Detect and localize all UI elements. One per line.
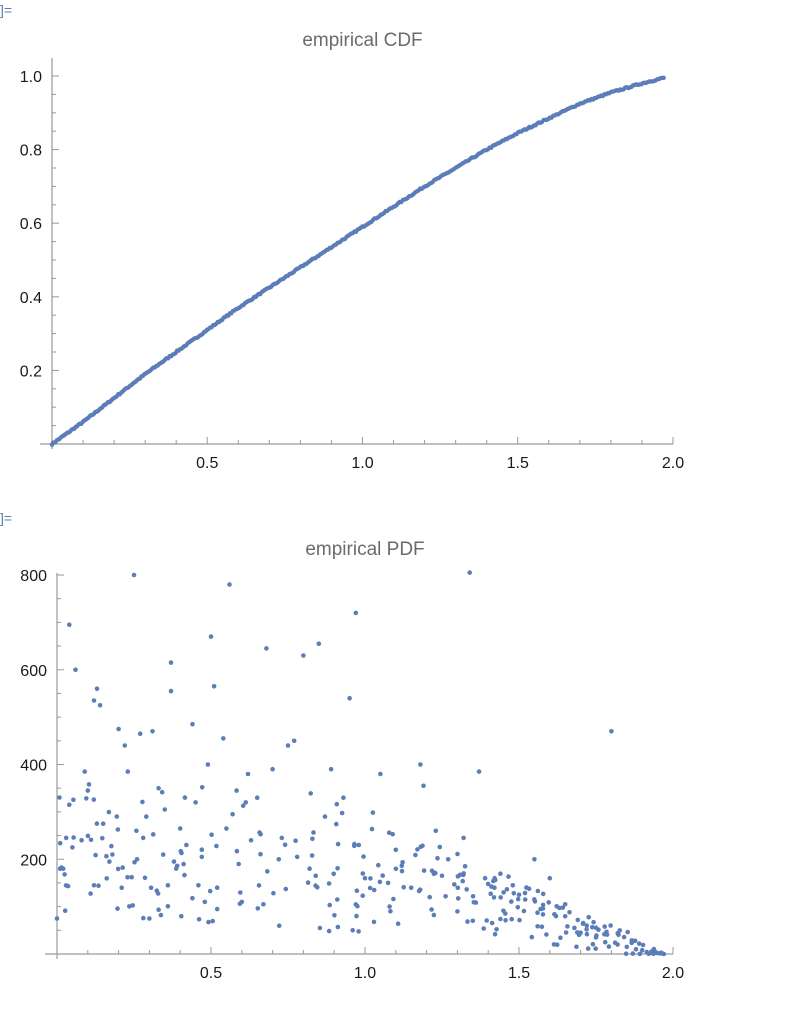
x-tick-label: 0.5: [200, 965, 222, 982]
output-cell-label: ]=: [0, 510, 13, 526]
y-tick-label: 0.8: [20, 143, 42, 160]
y-tick-label: 1.0: [20, 69, 42, 86]
x-tick-label: 1.0: [351, 455, 373, 472]
chart-title: empirical CDF: [302, 30, 422, 51]
y-tick-label: 600: [20, 663, 47, 680]
cdf-chart: empirical CDF 0.5 1.0 1.5 2.0 0.2 0.4 0.6 0.8 1.0: [0, 0, 800, 500]
x-tick-label: 1.0: [354, 965, 376, 982]
y-tick-label: 0.2: [20, 363, 42, 380]
y-tick-label: 0.6: [20, 216, 42, 233]
y-tick-label: 200: [20, 852, 47, 869]
x-tick-label: 1.5: [507, 455, 529, 472]
x-tick-label: 2.0: [662, 965, 684, 982]
x-tick-label: 2.0: [662, 455, 684, 472]
y-tick-label: 800: [20, 568, 47, 585]
y-tick-label: 400: [20, 758, 47, 775]
output-cell-label: ]=: [0, 2, 13, 18]
x-tick-label: 0.5: [196, 455, 218, 472]
pdf-points: [54, 570, 667, 957]
cdf-points: [49, 75, 666, 447]
chart-title: empirical PDF: [305, 539, 424, 560]
y-tick-label: 0.4: [20, 290, 42, 307]
x-tick-label: 1.5: [508, 965, 530, 982]
cdf-plot-area: empirical CDF 0.5 1.0 1.5 2.0 0.2 0.4 0.6 0.8 1.0: [20, 30, 684, 472]
